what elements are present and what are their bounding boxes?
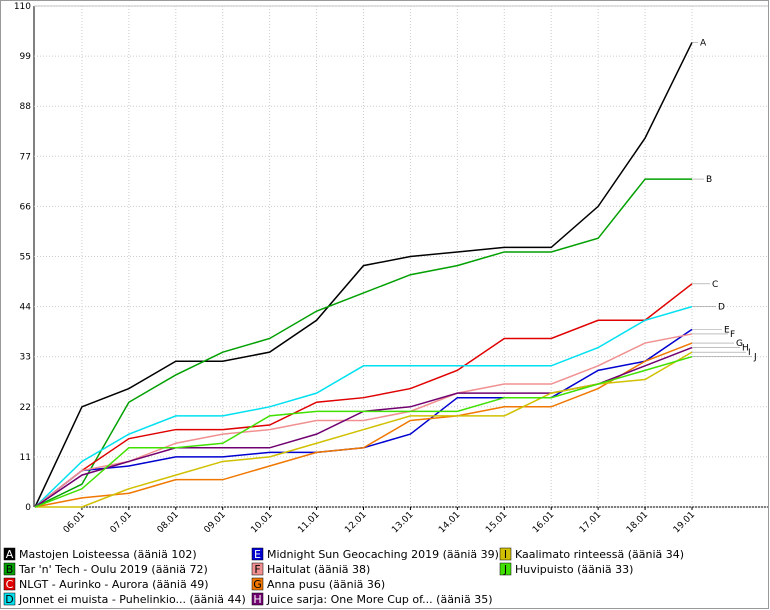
legend-swatch bbox=[3, 547, 16, 561]
end-label: A bbox=[700, 38, 707, 48]
x-tick-label: 06.01 bbox=[62, 510, 87, 535]
y-tick-label: 44 bbox=[20, 303, 32, 313]
end-label: J bbox=[753, 353, 757, 363]
legend-label: NLGT - Aurinko - Aurora (ääniä 49) bbox=[19, 578, 208, 591]
y-tick-label: 33 bbox=[20, 353, 31, 363]
legend-label: Tar 'n' Tech - Oulu 2019 (ääniä 72) bbox=[18, 563, 208, 576]
legend-letter: E bbox=[254, 548, 261, 561]
legend-swatch bbox=[251, 562, 264, 576]
legend-label: Midnight Sun Geocaching 2019 (ääniä 39) bbox=[267, 548, 499, 561]
x-tick-label: 12.01 bbox=[343, 510, 368, 535]
legend-swatch bbox=[3, 562, 16, 576]
legend-letter: J bbox=[503, 563, 507, 576]
x-tick-label: 17.01 bbox=[578, 510, 603, 535]
end-label: B bbox=[706, 175, 712, 185]
x-tick-label: 11.01 bbox=[296, 510, 321, 535]
series-line bbox=[34, 355, 693, 508]
end-label: I bbox=[748, 348, 751, 358]
legend-swatch bbox=[3, 577, 16, 591]
legend-label: Jonnet ei muista - Puhelinkio... (ääniä … bbox=[18, 593, 246, 606]
x-tick-label: 08.01 bbox=[156, 510, 181, 535]
x-tick-label: 18.01 bbox=[625, 510, 650, 535]
y-tick-label: 55 bbox=[20, 253, 31, 263]
end-label: E bbox=[724, 325, 730, 335]
legend-label: Kaalimato rinteessä (ääniä 34) bbox=[515, 548, 684, 561]
end-label: G bbox=[736, 339, 743, 349]
end-label: H bbox=[742, 344, 749, 354]
legend-letter: B bbox=[6, 563, 14, 576]
series-line bbox=[34, 283, 693, 508]
end-label: F bbox=[730, 330, 735, 340]
legend-label: Juice sarja: One More Cup of... (ääniä 3… bbox=[266, 593, 492, 606]
legend-letter: F bbox=[254, 563, 260, 576]
series-line bbox=[34, 333, 693, 508]
legend-letter: G bbox=[253, 578, 262, 591]
end-label: C bbox=[712, 280, 718, 290]
y-tick-label: 11 bbox=[20, 453, 31, 463]
end-label: D bbox=[718, 303, 725, 313]
y-tick-label: 99 bbox=[20, 52, 32, 62]
legend-swatch bbox=[499, 562, 512, 576]
legend-label: Anna pusu (ääniä 36) bbox=[267, 578, 385, 591]
y-tick-label: 110 bbox=[14, 2, 31, 12]
series-line bbox=[34, 305, 693, 508]
legend-swatch bbox=[499, 547, 512, 561]
legend-swatch bbox=[251, 577, 264, 591]
series-line bbox=[34, 178, 692, 508]
legend-label: Mastojen Loisteessa (ääniä 102) bbox=[19, 548, 197, 561]
y-tick-label: 0 bbox=[25, 503, 31, 513]
x-tick-label: 16.01 bbox=[531, 510, 556, 535]
series-line bbox=[35, 351, 693, 508]
legend-label: Huvipuisto (ääniä 33) bbox=[515, 563, 633, 576]
legend-swatch bbox=[251, 592, 264, 606]
legend-letter: C bbox=[6, 578, 14, 591]
y-tick-label: 88 bbox=[20, 102, 32, 112]
x-tick-label: 19.01 bbox=[672, 510, 697, 535]
x-tick-label: 15.01 bbox=[484, 510, 509, 535]
series-line bbox=[34, 42, 693, 508]
legend-label: Haitulat (ääniä 38) bbox=[267, 563, 370, 576]
legend-letter: D bbox=[5, 593, 13, 606]
legend-letter: A bbox=[6, 548, 14, 561]
x-tick-label: 14.01 bbox=[437, 510, 462, 535]
legend-swatch bbox=[251, 547, 264, 561]
x-tick-label: 10.01 bbox=[249, 510, 274, 535]
legend-swatch bbox=[3, 592, 16, 606]
y-tick-label: 66 bbox=[20, 202, 32, 212]
y-tick-label: 77 bbox=[20, 152, 31, 162]
x-tick-label: 07.01 bbox=[109, 510, 134, 535]
legend-letter: I bbox=[504, 548, 507, 561]
x-tick-label: 09.01 bbox=[203, 510, 228, 535]
x-tick-label: 13.01 bbox=[390, 510, 415, 535]
series-line bbox=[34, 342, 693, 508]
legend-letter: H bbox=[253, 593, 261, 606]
y-tick-label: 22 bbox=[20, 403, 31, 413]
